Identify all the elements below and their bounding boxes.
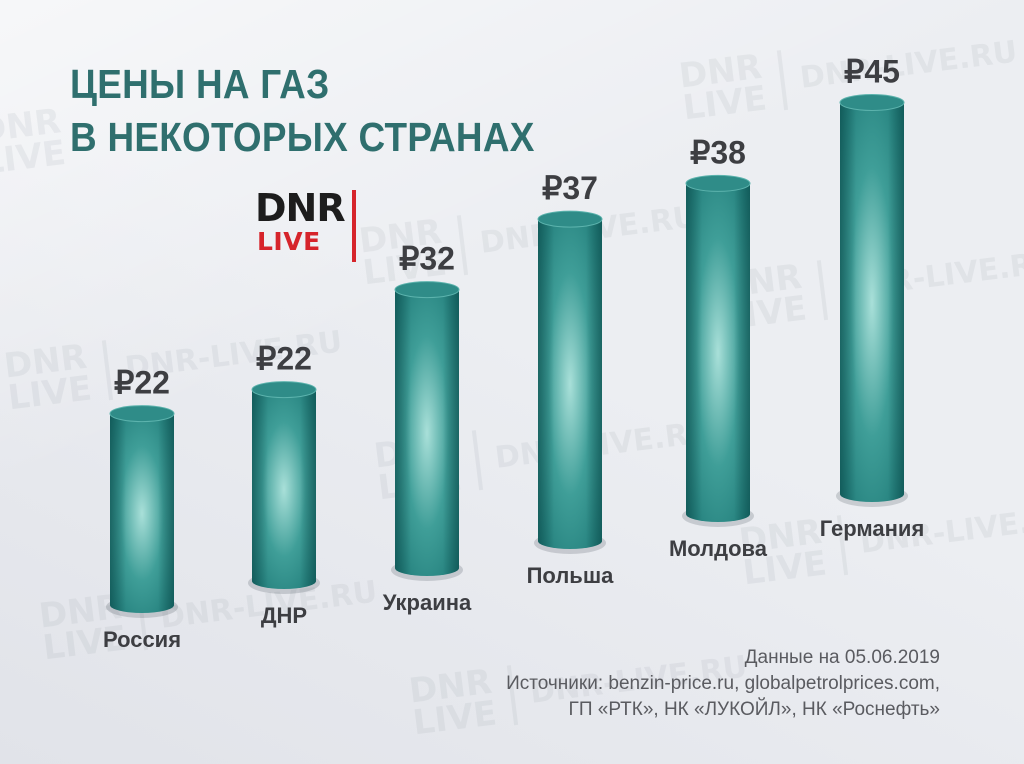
value-label: ₽38 [690,134,746,170]
category-label: Молдова [669,536,768,561]
sources-line: Источники: benzin-price.ru, globalpetrol… [506,673,940,694]
logo-word: DNR [255,186,346,230]
bar-group: ₽37 Польша [527,170,615,588]
data-date-note: Данные на 05.06.2019 [744,647,940,668]
chart-title-line: В НЕКОТОРЫХ СТРАНАХ [70,114,535,160]
logo-sub: LIVE [257,227,321,256]
bar-edge-shade [538,219,602,549]
bar-top [394,281,460,299]
category-label: Польша [527,563,615,588]
category-label: ДНР [261,603,307,628]
bar-edge-shade [686,183,750,522]
bar-group: ₽38 Молдова [669,134,768,561]
bar-edge-shade [252,389,316,589]
logo-divider [352,190,356,262]
category-label: Россия [103,627,181,652]
chart-title: ЦЕНЫ НА ГАЗ В НЕКОТОРЫХ СТРАНАХ [70,58,535,164]
category-label: Германия [820,516,925,541]
bar-top [251,381,317,399]
bar-group: ₽45 Германия [820,54,925,542]
bar-edge-shade [110,413,174,613]
value-label: ₽37 [542,170,598,206]
bar-top [537,210,603,228]
bar-group: ₽22 ДНР [248,341,320,628]
bar-group: ₽22 Россия [103,365,181,652]
value-label: ₽22 [256,341,312,377]
bar-top [109,405,175,423]
bar-top [685,174,751,192]
value-label: ₽32 [399,241,455,277]
bar-edge-shade [840,102,904,502]
dnr-live-logo: DNR LIVE [255,188,365,262]
sources-line: ГП «РТК», НК «ЛУКОЙЛ», НК «Роснефть» [568,699,940,720]
chart-title-line: ЦЕНЫ НА ГАЗ [70,61,330,107]
bar-edge-shade [395,289,459,576]
category-label: Украина [383,590,472,615]
chart-footer: Данные на 05.06.2019 Источники: benzin-p… [506,645,940,723]
bar-top [839,94,905,111]
value-label: ₽22 [114,365,170,401]
bar-group: ₽32 Украина [383,241,472,615]
value-label: ₽45 [844,54,900,90]
